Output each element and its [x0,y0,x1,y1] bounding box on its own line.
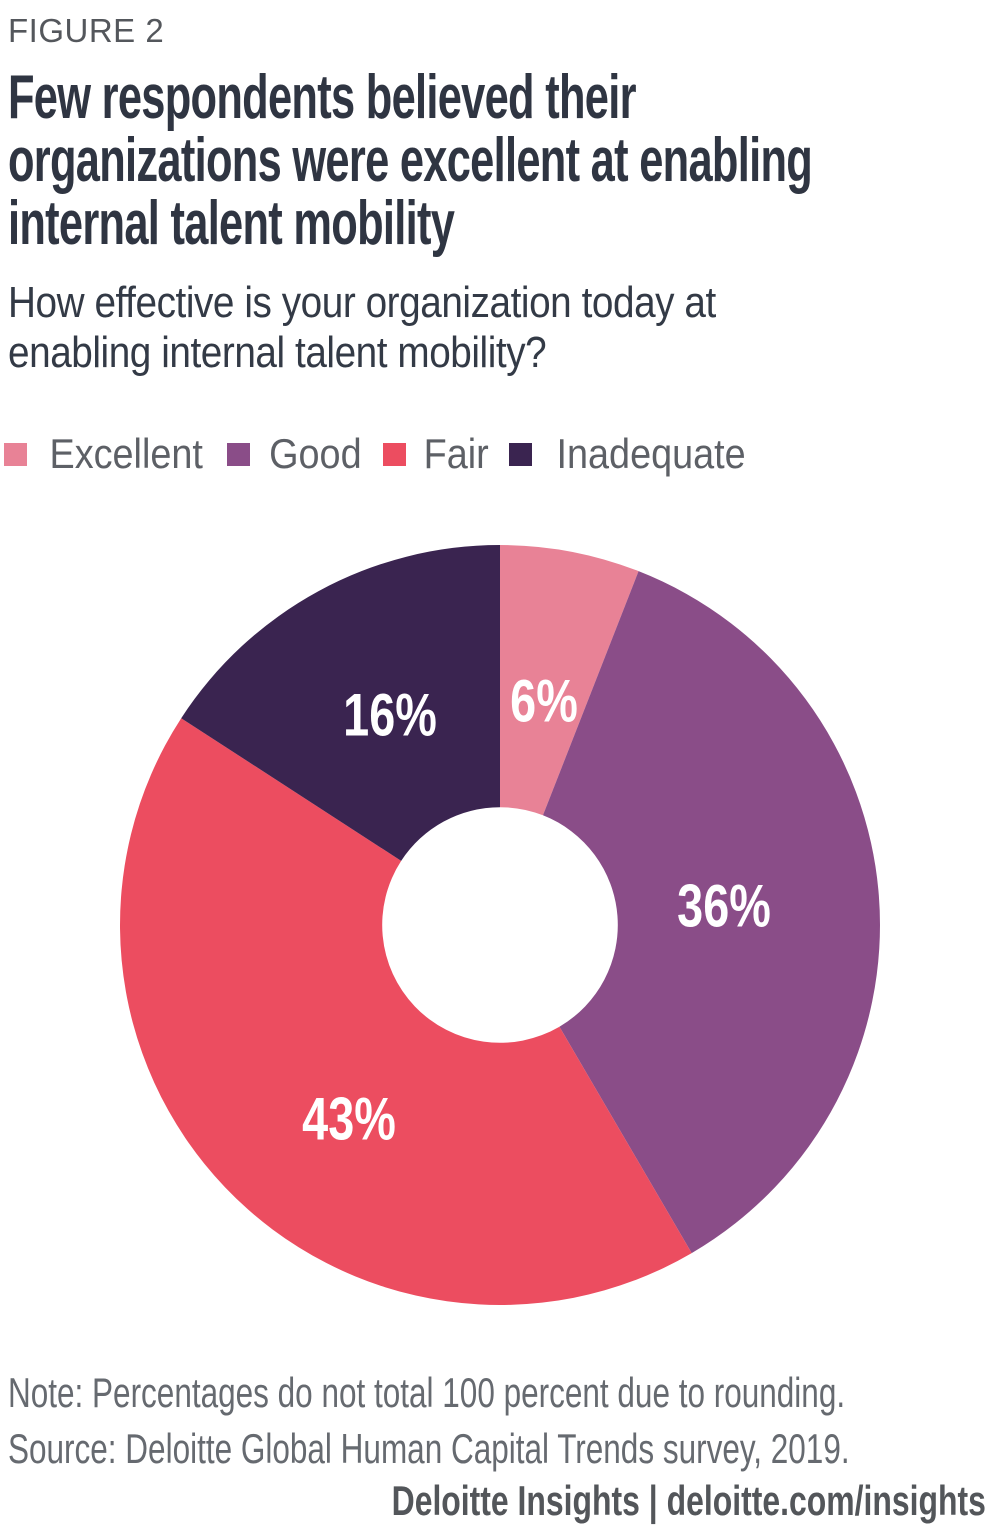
legend-item-excellent: Excellent [4,430,211,478]
legend-item-good: Good [227,430,367,478]
legend-item-fair: Fair [383,430,492,478]
legend-swatch-good [227,442,251,466]
donut-svg [120,545,880,1305]
source-text: Source: Deloitte Global Human Capital Tr… [8,1425,850,1472]
page-title: Few respondents believed their organizat… [8,66,1000,255]
title-line-1: Few respondents believed their [8,63,636,132]
donut-chart: 6% 36% 43% 16% [105,530,895,1320]
chart-question: How effective is your organization today… [8,278,812,378]
legend-item-inadequate: Inadequate [508,430,756,478]
legend-swatch-inadequate [508,442,532,466]
note-text: Note: Percentages do not total 100 perce… [8,1369,846,1416]
subtitle-line-1: How effective is your organization today… [8,278,716,327]
chart-segment-excellent [500,545,639,816]
chart-segment-inadequate [181,545,500,861]
legend-swatch-excellent [4,442,27,466]
legend-swatch-fair [383,442,407,466]
legend-label-fair: Fair [423,430,489,477]
chart-legend: Excellent Good Fair Inadequate [4,430,756,478]
title-line-3: internal talent mobility [8,189,455,258]
legend-label-excellent: Excellent [49,430,203,477]
chart-segment-good [542,571,880,1254]
legend-label-good: Good [269,430,363,477]
figure-label: FIGURE 2 [8,12,165,49]
segment-label-fair: 43% [302,1085,396,1153]
footer-branding: Deloitte Insights | deloitte.com/insight… [204,1477,986,1525]
segment-label-good: 36% [677,872,771,940]
footer-text: Deloitte Insights | deloitte.com/insight… [391,1477,986,1524]
subtitle-line-2: enabling internal talent mobility? [8,328,547,377]
chart-segment-fair [120,718,692,1305]
title-line-2: organizations were excellent at enabling [8,126,813,195]
segment-label-excellent: 6% [510,667,578,735]
legend-label-inadequate: Inadequate [556,430,746,477]
segment-label-inadequate: 16% [343,681,437,749]
